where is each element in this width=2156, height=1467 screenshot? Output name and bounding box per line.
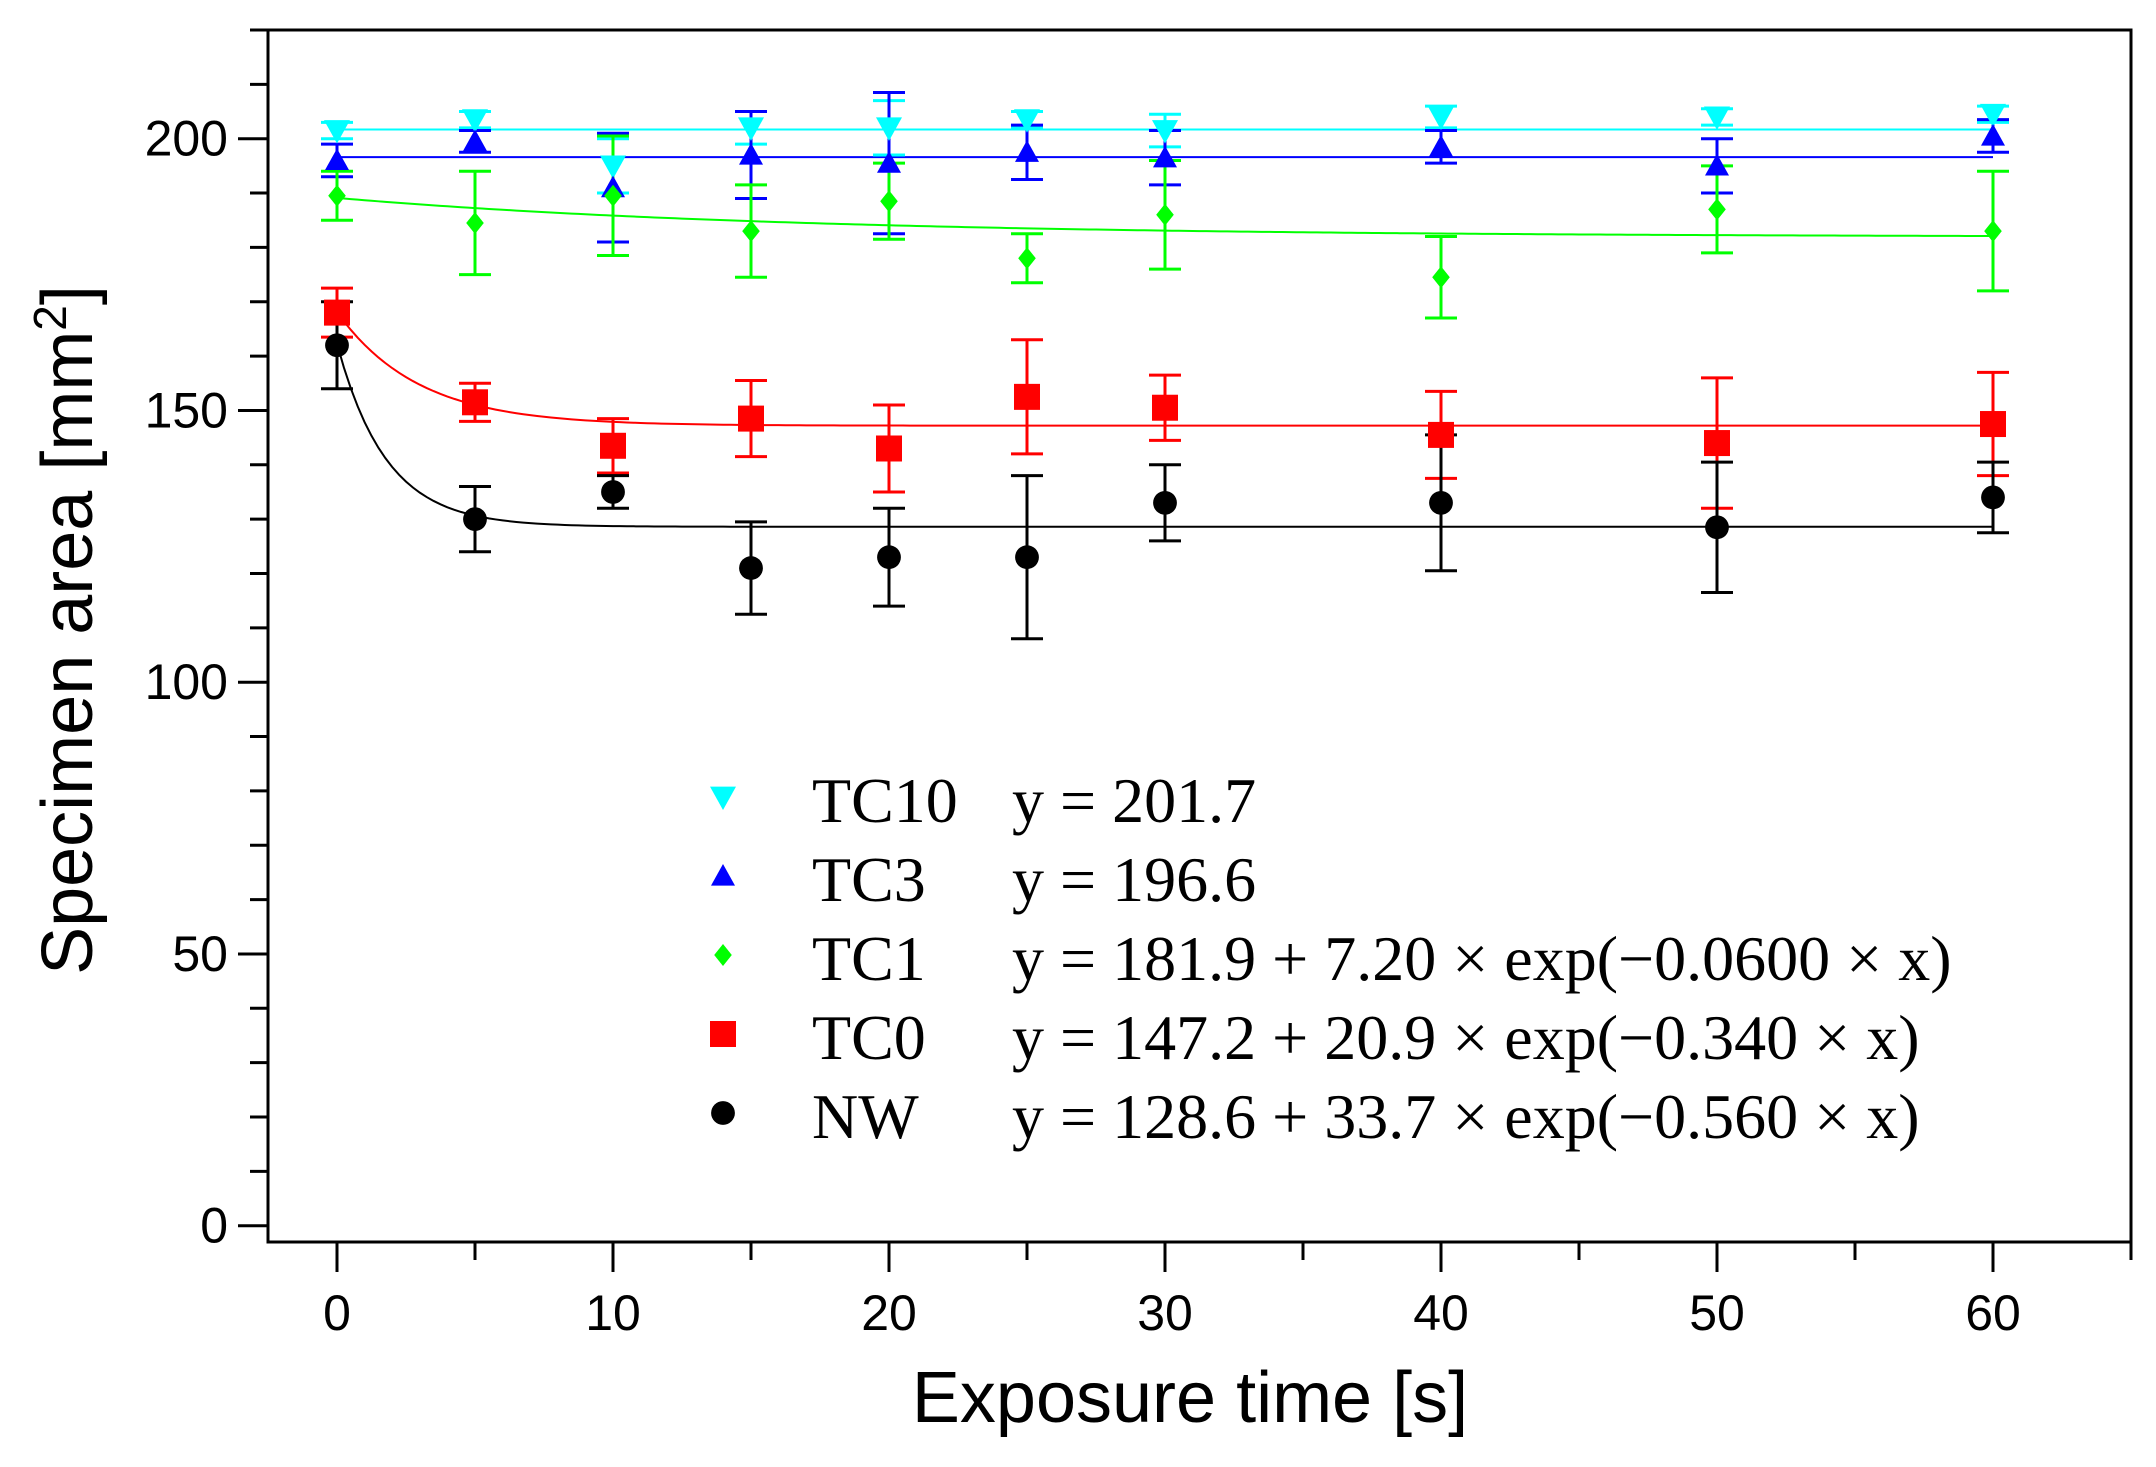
x-tick-label: 40 <box>1413 1285 1469 1341</box>
data-point-tc1 <box>1984 220 2002 243</box>
plot-frame <box>266 28 2133 1244</box>
data-point-tc1 <box>328 184 346 207</box>
data-point-tc10 <box>1014 109 1040 133</box>
data-point-nw <box>1015 545 1039 570</box>
y-axis-title-main: Specimen area [mm <box>28 331 108 975</box>
legend-equation-tc10: y = 201.7 <box>1012 765 1256 836</box>
data-point-tc1 <box>742 220 760 243</box>
data-point-tc10 <box>600 155 626 179</box>
data-point-tc10 <box>738 117 764 141</box>
data-point-tc1 <box>1018 247 1036 270</box>
data-point-tc3 <box>877 151 901 173</box>
data-point-tc3 <box>463 129 487 152</box>
y-axis-title-superscript: 2 <box>24 305 76 331</box>
legend-item-tc3: TC3 y = 196.6 <box>711 844 1256 915</box>
legend-item-tc10: TC10 y = 201.7 <box>710 765 1256 836</box>
data-point-tc3 <box>1429 134 1453 157</box>
data-point-tc1 <box>466 211 484 234</box>
legend-equation-tc0: y = 147.2 + 20.9 × exp(−0.340 × x) <box>1012 1002 1920 1073</box>
data-point-tc3 <box>1153 145 1177 168</box>
legend-label-tc3: TC3 <box>812 844 926 915</box>
legend-marker-tc1 <box>714 944 732 966</box>
data-point-nw <box>1429 490 1453 515</box>
x-axis: 0 10 20 30 40 50 60 <box>323 1242 2133 1341</box>
data-point-tc1 <box>1156 203 1174 226</box>
data-point-nw <box>1705 515 1729 540</box>
legend-equation-tc3: y = 196.6 <box>1012 844 1256 915</box>
y-axis-title: Specimen area [mm2] <box>24 285 108 975</box>
data-point-nw <box>463 507 487 532</box>
data-point-tc1 <box>880 190 898 213</box>
legend-label-tc10: TC10 <box>812 765 958 836</box>
data-point-tc10 <box>1980 103 2006 128</box>
legend-marker-tc10 <box>710 786 736 810</box>
data-point-tc0 <box>876 435 902 462</box>
legend-label-nw: NW <box>812 1081 919 1152</box>
y-tick-label: 0 <box>200 1198 228 1254</box>
y-axis-title-close: ] <box>28 285 108 305</box>
data-point-tc0 <box>1152 394 1178 421</box>
legend-label-tc0: TC0 <box>812 1002 926 1073</box>
x-tick-label: 10 <box>585 1285 641 1341</box>
data-point-tc0 <box>1980 411 2006 438</box>
data-point-nw <box>1153 490 1177 515</box>
data-point-tc10 <box>1704 106 1730 130</box>
data-point-tc0 <box>738 405 764 432</box>
x-axis-title: Exposure time [s] <box>912 1358 1468 1438</box>
legend-marker-tc3 <box>711 864 735 886</box>
legend: TC10 y = 201.7 TC3 y = 196.6 TC1 y = 181.9 + … <box>710 765 1952 1152</box>
data-point-tc10 <box>324 120 350 144</box>
data-point-tc3 <box>1981 123 2005 146</box>
data-point-tc0 <box>1428 421 1454 448</box>
data-point-tc0 <box>1014 383 1040 410</box>
y-tick-label: 100 <box>145 654 228 710</box>
data-point-nw <box>325 333 349 358</box>
x-tick-label: 0 <box>323 1285 351 1341</box>
data-point-tc10 <box>462 109 488 133</box>
legend-equation-nw: y = 128.6 + 33.7 × exp(−0.560 × x) <box>1012 1081 1920 1152</box>
data-point-nw <box>739 556 763 580</box>
legend-item-tc1: TC1 y = 181.9 + 7.20 × exp(−0.0600 × x) <box>714 923 1952 994</box>
data-point-tc1 <box>604 184 622 207</box>
data-point-nw <box>877 545 901 570</box>
legend-equation-tc1: y = 181.9 + 7.20 × exp(−0.0600 × x) <box>1012 923 1952 994</box>
data-point-nw <box>601 480 625 504</box>
data-point-tc3 <box>739 143 763 165</box>
data-point-nw <box>1981 485 2005 510</box>
data-point-tc0 <box>1704 430 1730 457</box>
legend-item-nw: NW y = 128.6 + 33.7 × exp(−0.560 × x) <box>711 1081 1920 1152</box>
y-axis: 0 50 100 150 200 <box>145 28 268 1254</box>
x-tick-label: 60 <box>1965 1285 2021 1341</box>
data-point-tc1 <box>1708 198 1726 221</box>
data-point-tc10 <box>1428 106 1454 130</box>
y-tick-label: 200 <box>145 111 228 167</box>
x-tick-label: 20 <box>861 1285 917 1341</box>
data-point-tc0 <box>462 389 488 416</box>
data-point-tc3 <box>1015 140 1039 162</box>
data-point-tc0 <box>324 299 350 326</box>
data-point-tc0 <box>600 432 626 459</box>
data-point-tc3 <box>325 148 349 171</box>
legend-marker-tc0 <box>710 1021 736 1047</box>
y-tick-label: 150 <box>145 382 228 438</box>
data-point-tc10 <box>1152 120 1178 144</box>
legend-label-tc1: TC1 <box>812 923 926 994</box>
x-tick-label: 50 <box>1689 1285 1745 1341</box>
data-point-tc1 <box>1432 266 1450 289</box>
data-point-tc3 <box>1705 153 1729 176</box>
error-bars <box>321 91 2009 641</box>
data-point-tc10 <box>876 117 902 141</box>
data-markers <box>324 103 2006 580</box>
legend-item-tc0: TC0 y = 147.2 + 20.9 × exp(−0.340 × x) <box>710 1002 1920 1073</box>
legend-marker-nw <box>711 1101 735 1125</box>
x-tick-label: 30 <box>1137 1285 1193 1341</box>
y-tick-label: 50 <box>172 926 228 982</box>
